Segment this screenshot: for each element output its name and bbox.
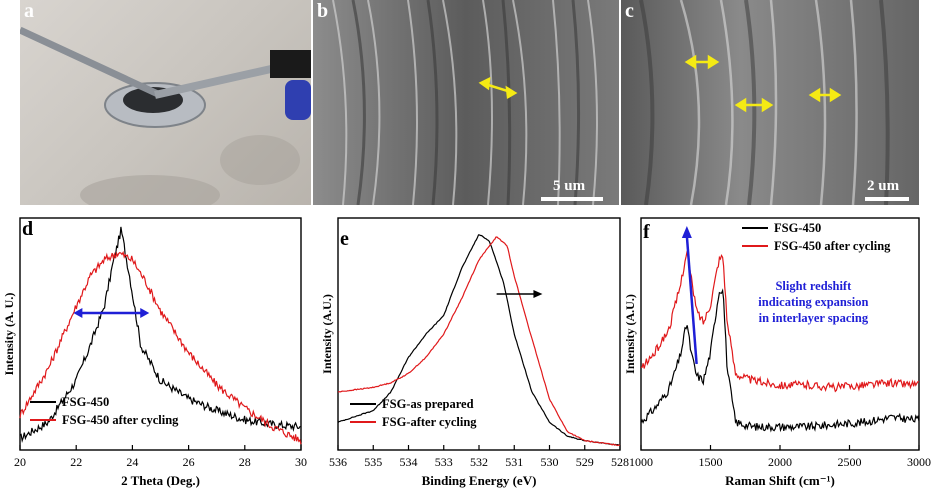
scale-bar-label-b: 5 um <box>553 178 586 194</box>
series-line-f-0 <box>640 288 920 433</box>
x-axis-label: 2 Theta (Deg.) <box>121 473 200 488</box>
x-tick-label: 535 <box>364 455 382 469</box>
legend-label: FSG-450 <box>774 221 821 235</box>
plot-frame <box>19 217 302 451</box>
x-tick-label: 534 <box>400 455 418 469</box>
x-tick-label: 530 <box>541 455 559 469</box>
y-axis-label: Intensity (A.U.) <box>623 294 637 374</box>
series-line-e-0 <box>337 234 620 446</box>
annotation-line: Slight redshift <box>775 279 852 293</box>
legend-label: FSG-450 <box>62 395 109 409</box>
x-axis-label: Raman Shift (cm⁻¹) <box>725 473 835 488</box>
x-tick-label: 1500 <box>699 455 723 469</box>
series-line-d-0 <box>19 226 301 443</box>
legend-label: FSG-after cycling <box>382 415 477 429</box>
scale-bar-label-c: 2 um <box>867 178 900 194</box>
x-tick-label: 30 <box>295 455 307 469</box>
sem-panel-c: c 2 um <box>621 0 919 205</box>
panel-label-b: b <box>317 0 329 22</box>
x-tick-label: 2500 <box>838 455 862 469</box>
y-axis-label: Intensity (A.U.) <box>320 294 334 374</box>
annotation-line: indicating expansion <box>758 295 868 309</box>
legend-label: FSG-450 after cycling <box>62 413 179 427</box>
legend-label: FSG-450 after cycling <box>774 239 891 253</box>
sem-panel-b: b 5 um <box>313 0 619 205</box>
chart-f: 1000 1500 2000 2500 3000 Raman Shift (cm⁻¹) In… <box>623 217 931 488</box>
chart-e: 536 535 534 533 532 531 530 529 528 Binding Energ… <box>320 217 629 488</box>
x-tick-label: 528 <box>611 455 629 469</box>
panel-label-c: c <box>625 0 634 22</box>
annotation-line: in interlayer spacing <box>759 311 869 325</box>
legend-label: FSG-as prepared <box>382 397 474 411</box>
x-tick-label: 1000 <box>629 455 653 469</box>
y-axis-label: Intensity (A. U.) <box>2 293 16 376</box>
photo-illustration <box>20 26 311 205</box>
x-tick-label: 20 <box>14 455 26 469</box>
sem-texture-c <box>621 0 919 205</box>
x-tick-label: 529 <box>576 455 594 469</box>
arrow-head <box>533 290 543 298</box>
panel-label-d: d <box>22 218 34 240</box>
panel-label-a: a <box>24 0 34 22</box>
yellow-arrows <box>684 54 842 113</box>
sem-texture-b <box>313 0 619 205</box>
panel-label-f: f <box>643 221 650 243</box>
panel-label-e: e <box>340 228 349 250</box>
yellow-arrow <box>478 76 518 100</box>
arrow-head <box>73 308 83 318</box>
x-tick-label: 536 <box>329 455 347 469</box>
series-line-d-1 <box>19 250 302 445</box>
x-tick-label: 24 <box>126 455 138 469</box>
x-tick-label: 531 <box>505 455 523 469</box>
redshift-arrow <box>685 235 698 365</box>
x-tick-label: 3000 <box>907 455 931 469</box>
arrow-head <box>681 226 692 238</box>
series-line-e-1 <box>337 236 621 447</box>
x-tick-label: 532 <box>470 455 488 469</box>
x-tick-label: 2000 <box>768 455 792 469</box>
arrow-head <box>140 308 150 318</box>
x-axis-label: Binding Energy (eV) <box>422 473 537 488</box>
x-tick-label: 28 <box>239 455 251 469</box>
x-tick-label: 22 <box>70 455 82 469</box>
x-tick-label: 533 <box>435 455 453 469</box>
x-tick-label: 26 <box>183 455 195 469</box>
plot-frame <box>337 217 621 451</box>
photo-panel-a: a <box>20 0 311 205</box>
chart-d: 20 22 24 26 28 30 2 Theta (Deg.) Intensity (A. … <box>2 217 307 488</box>
